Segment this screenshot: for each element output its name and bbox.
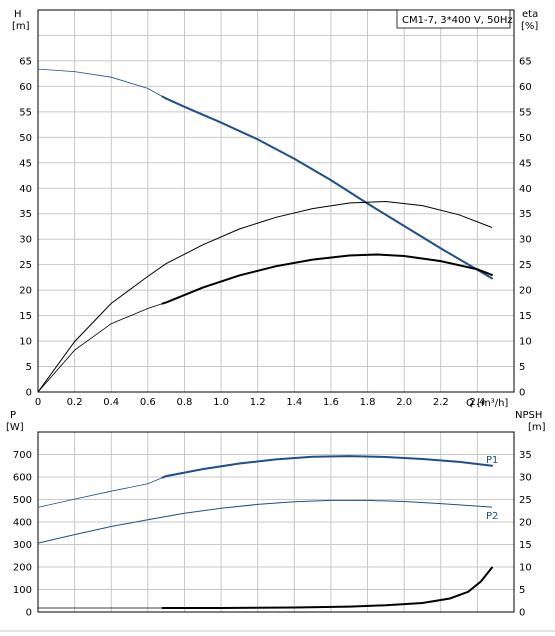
top-curves: [37, 68, 493, 393]
npsh-tick-label: 5: [519, 585, 525, 596]
y-tick-label-right: 30: [519, 235, 532, 246]
npsh-tick-label: 30: [519, 473, 532, 484]
y-tick-label-left: 60: [19, 82, 32, 93]
y-tick-label-left: 50: [19, 133, 32, 144]
y-tick-label-right: 60: [519, 82, 532, 93]
head-curve-bold-segment: [161, 95, 493, 280]
top-right-axis-label-line1: eta: [522, 9, 538, 20]
x-axis-label: Q [m³/h]: [466, 398, 508, 409]
x-tick-label: 0.6: [140, 397, 156, 408]
head-efficiency-chart: 0 0.2 0.4 0.6 0.8 1.0 1.2 1.4 1.6 1.8 2.0 2.2 2.40 05…: [12, 9, 538, 409]
y-tick-label-left: 65: [19, 56, 32, 67]
npsh-tick-label: 15: [519, 540, 532, 551]
x-tick-label: 0.2: [67, 397, 83, 408]
y-tick-label-left: 10: [19, 337, 32, 348]
npsh-tick-label: 25: [519, 495, 532, 506]
x-tick-label: 2.2: [433, 397, 449, 408]
p-tick-label: 100: [13, 585, 32, 596]
power-npsh-chart: P1 P2 0 100 200 300 400 500 600 700 0 5 10 15 20 25 30 3…: [6, 410, 546, 619]
x-tick-label: 2.4: [469, 397, 485, 408]
bottom-plot-frame: [37, 431, 515, 613]
p-tick-label: 300: [13, 540, 32, 551]
top-left-axis-label-line2: [m]: [12, 21, 30, 32]
p2-curve-label: P2: [486, 511, 498, 522]
p-tick-label: 200: [13, 563, 32, 574]
efficiency-curve-thin: [37, 200, 493, 393]
y-tick-label-left: 30: [19, 235, 32, 246]
title-box: [396, 9, 511, 29]
y-tick-label-right: 55: [519, 107, 532, 118]
y-tick-label-left: 15: [19, 311, 32, 322]
top-right-axis-label-line2: [%]: [521, 21, 538, 32]
x-tick-label: 0: [35, 397, 41, 408]
chart-title: CM1-7, 3*400 V, 50Hz: [402, 15, 513, 26]
y-tick-label-left: 40: [19, 184, 32, 195]
y-tick-label-right: 45: [519, 158, 532, 169]
bottom-right-axis-label-line1: NPSH: [515, 410, 542, 421]
efficiency-curve-bold-bold-segment: [161, 253, 493, 305]
power-curve-p1-thin-segment: [37, 477, 163, 508]
y-tick-label-right: 10: [519, 337, 532, 348]
top-plot-frame: [37, 9, 515, 393]
y-tick-label-right: 25: [519, 260, 532, 271]
power-curve-p1-bold-segment: [161, 455, 493, 479]
bottom-tick-labels: 0 100 200 300 400 500 600 700 0 5 10 15 20 25 30 35: [13, 450, 532, 619]
y-tick-label-left: 20: [19, 286, 32, 297]
y-tick-label-right: 40: [519, 184, 532, 195]
y-tick-label-left: 35: [19, 209, 32, 220]
p-tick-label: 0: [26, 608, 32, 619]
head-curve-thin-segment: [37, 68, 163, 97]
y-tick-label-right: 20: [519, 286, 532, 297]
x-tick-label: 0.8: [177, 397, 193, 408]
npsh-curve-bold-segment: [161, 566, 493, 609]
x-tick-label: 1.4: [286, 397, 302, 408]
p-tick-label: 500: [13, 495, 32, 506]
top-left-axis-label-line1: H: [14, 9, 22, 20]
y-tick-label-left: 45: [19, 158, 32, 169]
npsh-tick-label: 10: [519, 563, 532, 574]
top-tick-labels: 0 0.2 0.4 0.6 0.8 1.0 1.2 1.4 1.6 1.8 2.0 2.2 2.40 05…: [19, 56, 531, 408]
y-tick-label-right: 15: [519, 311, 532, 322]
y-tick-label-right: 35: [519, 209, 532, 220]
y-tick-label-right: 0: [519, 388, 525, 399]
p-tick-label: 700: [13, 450, 32, 461]
x-tick-label: 2.0: [396, 397, 412, 408]
y-tick-label-left: 5: [26, 362, 32, 373]
y-tick-label-left: 55: [19, 107, 32, 118]
npsh-tick-label: 20: [519, 518, 532, 529]
p1-curve-label: P1: [486, 455, 498, 466]
p-tick-label: 600: [13, 473, 32, 484]
y-tick-label-left: 0: [26, 388, 32, 399]
bottom-curves: P1 P2: [37, 455, 498, 609]
p-tick-label: 400: [13, 518, 32, 529]
efficiency-curve-bold-thin-segment: [37, 303, 163, 393]
npsh-tick-label: 0: [519, 608, 525, 619]
y-tick-label-left: 25: [19, 260, 32, 271]
npsh-tick-label: 35: [519, 450, 532, 461]
y-tick-label-right: 65: [519, 56, 532, 67]
bottom-left-axis-label-line1: P: [10, 410, 16, 421]
x-tick-label: 1.0: [213, 397, 229, 408]
x-tick-label: 1.2: [250, 397, 266, 408]
x-tick-label: 0.4: [103, 397, 119, 408]
bottom-left-axis-label-line2: [W]: [6, 422, 24, 433]
power-curve-p2: [37, 499, 493, 544]
x-tick-label: 1.6: [323, 397, 339, 408]
y-tick-label-right: 50: [519, 133, 532, 144]
bottom-right-axis-label-line2: [m]: [528, 422, 546, 433]
x-tick-label: 1.8: [360, 397, 376, 408]
y-tick-label-right: 5: [519, 362, 525, 373]
